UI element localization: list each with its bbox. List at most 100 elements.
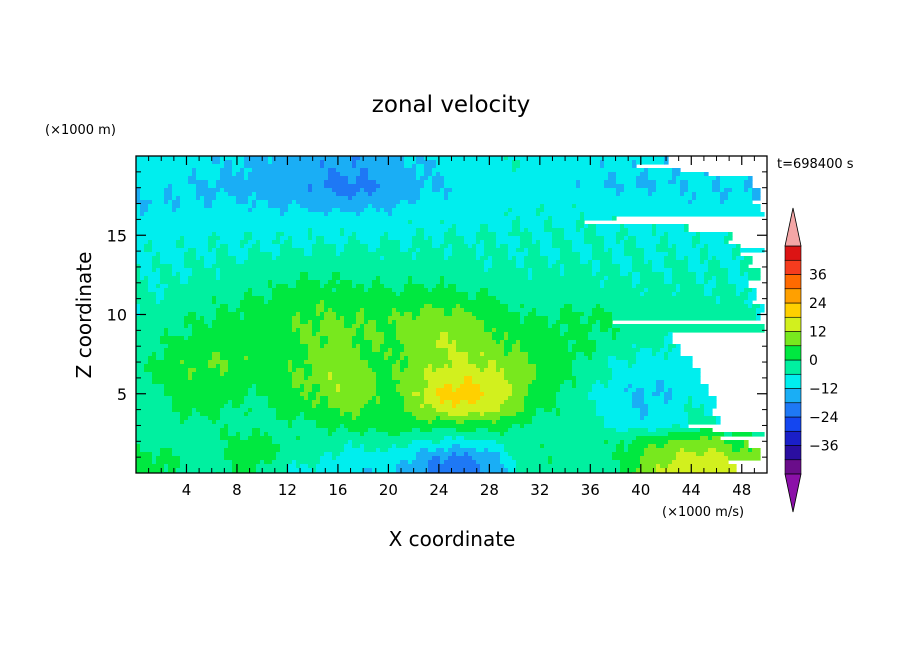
contour-cell <box>400 340 437 345</box>
contour-cell <box>360 444 365 449</box>
contour-cell <box>680 184 689 189</box>
contour-cell <box>468 412 481 417</box>
contour-cell <box>588 316 613 321</box>
contour-cell <box>556 320 581 325</box>
contour-cell <box>324 312 337 317</box>
contour-cell <box>396 360 401 365</box>
contour-cell <box>532 416 605 421</box>
contour-cell <box>164 388 249 393</box>
contour-cell <box>320 396 329 401</box>
contour-cell <box>224 424 229 429</box>
contour-cell <box>280 208 289 213</box>
contour-cell <box>568 328 593 333</box>
contour-cell <box>184 324 189 329</box>
contour-cell <box>248 172 329 177</box>
contour-cell <box>664 380 701 385</box>
contour-cell <box>484 244 497 249</box>
contour-cell <box>248 356 309 361</box>
contour-cell <box>136 396 173 401</box>
contour-cell <box>548 256 561 261</box>
contour-cell <box>316 468 365 473</box>
contour-cell <box>424 396 441 401</box>
contour-cell <box>648 412 689 417</box>
contour-cell <box>444 240 465 245</box>
contour-cell <box>304 396 309 401</box>
contour-cell <box>560 332 565 337</box>
contour-cell <box>592 312 613 317</box>
contour-cell <box>676 288 681 293</box>
contour-cell <box>432 456 441 461</box>
contour-cell <box>216 248 229 253</box>
contour-cell <box>576 228 581 233</box>
contour-cell <box>364 328 377 333</box>
contour-cell <box>432 184 445 189</box>
contour-cell <box>424 228 449 233</box>
contour-cell <box>156 356 165 361</box>
contour-cell <box>708 448 717 453</box>
contour-cell <box>672 276 697 281</box>
contour-cell <box>496 340 501 345</box>
contour-cell <box>640 408 649 413</box>
contour-cell <box>320 320 345 325</box>
contour-cell <box>760 304 765 309</box>
contour-cell <box>588 332 613 337</box>
contour-cell <box>748 176 753 181</box>
contour-cell <box>388 448 421 453</box>
contour-cell <box>320 312 325 317</box>
contour-cell <box>312 252 337 257</box>
contour-cell <box>196 192 217 197</box>
contour-cell <box>136 184 169 189</box>
contour-cell <box>612 252 625 257</box>
contour-cell <box>728 192 753 197</box>
contour-cell <box>152 256 161 261</box>
contour-cell <box>700 260 705 265</box>
contour-cell <box>292 240 317 245</box>
contour-cell <box>148 204 173 209</box>
contour-cell <box>136 208 141 213</box>
contour-cell <box>428 384 445 389</box>
contour-cell <box>664 160 669 165</box>
contour-cell <box>360 344 373 349</box>
contour-cell <box>460 400 469 405</box>
contour-cell <box>272 296 469 301</box>
contour-cell <box>136 332 165 337</box>
contour-cell <box>228 308 237 313</box>
contour-cell <box>648 172 673 177</box>
contour-cell <box>364 208 377 213</box>
contour-cell <box>492 260 517 265</box>
contour-cell <box>336 312 357 317</box>
contour-cell <box>632 440 669 445</box>
contour-cell <box>672 460 729 465</box>
contour-cell <box>616 192 621 197</box>
contour-cell <box>620 464 641 469</box>
contour-cell <box>492 332 505 337</box>
contour-cell <box>136 268 141 273</box>
contour-cell <box>360 172 369 177</box>
contour-cell <box>348 240 361 245</box>
contour-cell <box>388 316 413 321</box>
contour-cell <box>696 280 705 285</box>
contour-cell <box>160 336 185 341</box>
contour-cell <box>452 452 457 457</box>
contour-cell <box>316 240 325 245</box>
contour-cell <box>264 460 273 465</box>
contour-cell <box>172 396 245 401</box>
contour-cell <box>136 336 161 341</box>
contour-cell <box>720 192 729 197</box>
contour-cell <box>636 180 657 185</box>
contour-cell <box>340 412 345 417</box>
contour-cell <box>664 260 689 265</box>
contour-cell <box>644 416 689 421</box>
contour-cell <box>580 316 589 321</box>
contour-cell <box>604 240 617 245</box>
contour-cell <box>544 224 553 229</box>
x-tick-label: 48 <box>732 481 751 499</box>
contour-cell <box>184 360 209 365</box>
contour-cell <box>300 276 309 281</box>
contour-cell <box>512 384 529 389</box>
contour-cell <box>724 440 745 445</box>
contour-cell <box>668 440 725 445</box>
contour-cell <box>476 400 505 405</box>
contour-cell <box>656 428 701 433</box>
